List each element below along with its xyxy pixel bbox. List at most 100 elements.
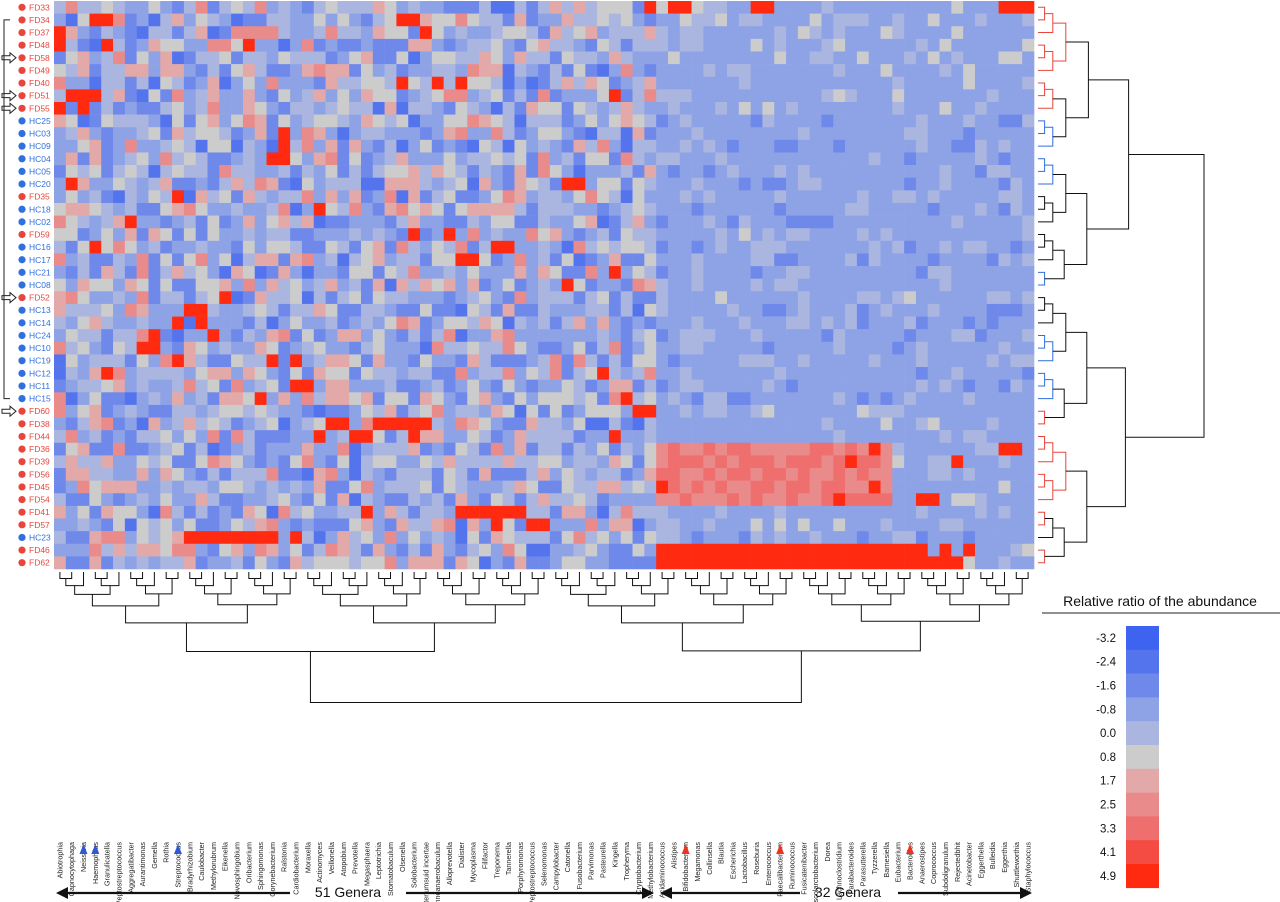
heatmap-cell: [420, 177, 433, 191]
heatmap-cell: [396, 493, 409, 507]
heatmap-cell: [290, 354, 303, 368]
heatmap-cell: [467, 51, 480, 65]
heatmap-cell: [679, 404, 692, 418]
heatmap-cell: [325, 101, 338, 115]
heatmap-cell: [396, 417, 409, 431]
heatmap-cell: [762, 139, 775, 153]
heatmap-cell: [148, 228, 161, 242]
heatmap-cell: [915, 316, 929, 330]
heatmap-cell: [526, 202, 539, 216]
heatmap-cell: [207, 354, 220, 368]
heatmap-cell: [113, 329, 126, 343]
heatmap-cell: [597, 215, 610, 229]
heatmap-cell: [301, 379, 315, 393]
heatmap-cell: [632, 64, 645, 78]
heatmap-cell: [502, 518, 515, 532]
heatmap-cell: [278, 404, 291, 418]
heatmap-cell: [549, 51, 563, 65]
heatmap-cell: [77, 556, 90, 570]
heatmap-cell: [172, 51, 185, 65]
heatmap-cell: [479, 417, 492, 431]
heatmap-cell: [821, 417, 834, 431]
heatmap-cell: [113, 354, 126, 368]
heatmap-cell: [1010, 329, 1023, 343]
heatmap-cell: [207, 392, 220, 406]
heatmap-cell: [703, 190, 716, 204]
heatmap-cell: [113, 26, 126, 40]
heatmap-cell: [998, 417, 1011, 431]
heatmap-cell: [703, 202, 716, 216]
heatmap-cell: [691, 329, 704, 343]
heatmap-cell: [750, 165, 763, 179]
heatmap-cell: [845, 64, 858, 78]
heatmap-cell: [892, 341, 905, 355]
heatmap-cell: [939, 291, 952, 305]
column-dendrogram-branch: [744, 572, 758, 580]
heatmap-cell: [762, 341, 775, 355]
heatmap-cell: [278, 127, 291, 141]
heatmap-cell: [632, 303, 645, 317]
heatmap-cell: [727, 26, 740, 40]
heatmap-cell: [986, 64, 999, 78]
heatmap-cell: [455, 505, 468, 519]
heatmap-cell: [656, 518, 669, 532]
heatmap-cell: [266, 228, 279, 242]
heatmap-cell: [266, 455, 279, 469]
heatmap-cell: [195, 480, 208, 494]
heatmap-cell: [998, 455, 1011, 469]
heatmap-cell: [278, 215, 291, 229]
heatmap-cell: [915, 64, 929, 78]
heatmap-cell: [679, 531, 692, 545]
column-dendrogram-branch: [204, 578, 232, 595]
heatmap-cell: [561, 202, 574, 216]
heatmap-cell: [644, 354, 657, 368]
heatmap-cell: [656, 51, 669, 65]
heatmap-cell: [691, 1, 704, 14]
heatmap-cell: [313, 101, 326, 115]
heatmap-cell: [738, 468, 751, 481]
heatmap-cell: [490, 303, 503, 317]
heatmap-cell: [124, 480, 137, 494]
heatmap-cell: [538, 341, 551, 355]
heatmap-cell: [939, 64, 952, 78]
heatmap-cell: [667, 89, 681, 103]
heatmap-cell: [951, 114, 964, 128]
heatmap-cell: [231, 165, 244, 179]
heatmap-cell: [715, 480, 728, 494]
heatmap-cell: [939, 253, 952, 267]
heatmap-cell: [136, 76, 149, 90]
heatmap-cell: [1022, 177, 1035, 191]
heatmap-cell: [915, 379, 929, 393]
heatmap-cell: [77, 139, 90, 153]
heatmap-cell: [443, 303, 456, 317]
heatmap-cell: [242, 13, 256, 27]
heatmap-cell: [266, 38, 279, 52]
heatmap-cell: [101, 165, 114, 179]
heatmap-cell: [561, 165, 574, 179]
heatmap-cell: [113, 253, 126, 267]
heatmap-cell: [207, 253, 220, 267]
heatmap-cell: [549, 531, 563, 545]
row-label: HC04: [29, 154, 51, 164]
heatmap-cell: [384, 101, 397, 115]
colorbar-tick-label: -3.2: [1096, 633, 1116, 645]
heatmap-cell: [939, 190, 952, 204]
heatmap-cell: [490, 367, 503, 380]
row-arrow-marker: [1, 89, 17, 102]
heatmap-cell: [656, 329, 669, 343]
heatmap-cell: [113, 13, 126, 27]
heatmap-cell: [927, 392, 940, 406]
heatmap-cell: [526, 455, 539, 469]
heatmap-cell: [337, 139, 350, 153]
heatmap-cell: [254, 228, 267, 242]
row-dendrogram-branch: [1038, 88, 1054, 109]
heatmap-cell: [384, 1, 397, 14]
heatmap-cell: [420, 38, 433, 52]
heatmap-cell: [608, 329, 622, 343]
heatmap-cell: [195, 518, 208, 532]
heatmap-cell: [384, 177, 397, 191]
heatmap-cell: [986, 493, 999, 507]
heatmap-cell: [667, 51, 681, 65]
heatmap-cell: [951, 38, 964, 52]
heatmap-cell: [715, 215, 728, 229]
